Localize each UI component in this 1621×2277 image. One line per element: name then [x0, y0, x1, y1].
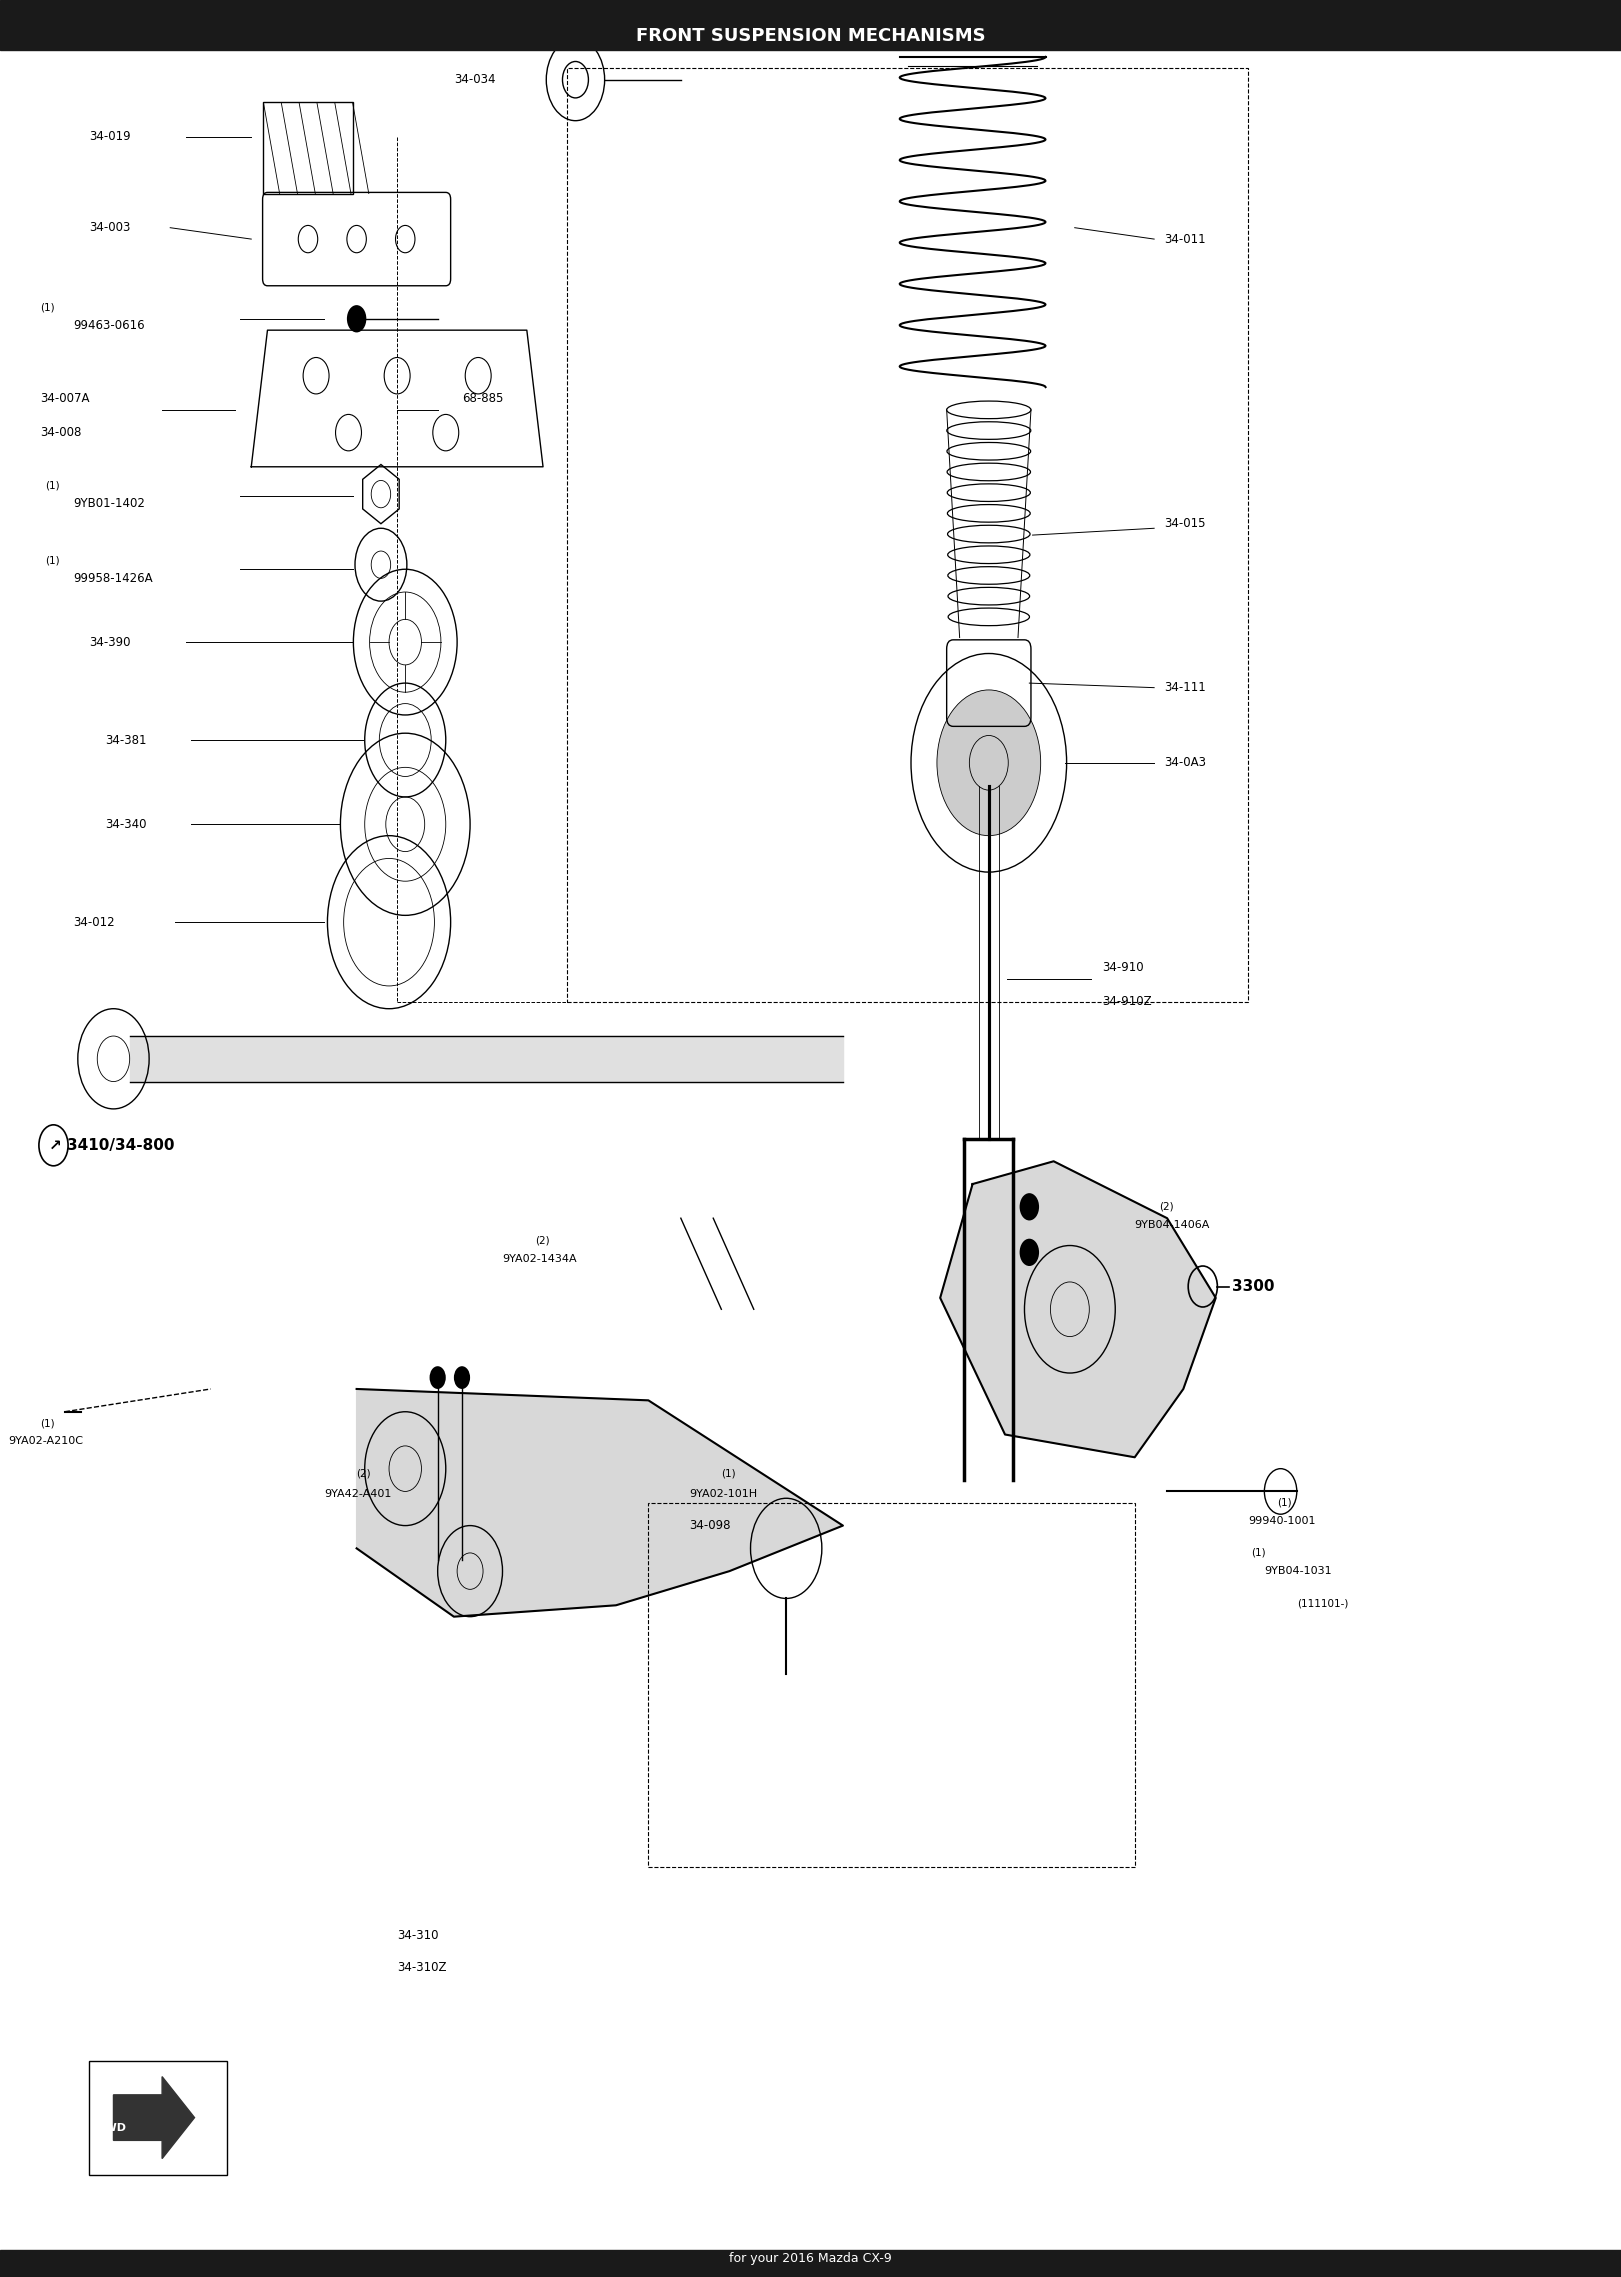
Text: 34-0A3: 34-0A3	[1164, 756, 1206, 770]
Text: 9YB04-1406A: 9YB04-1406A	[1135, 1220, 1209, 1230]
Polygon shape	[357, 1389, 843, 1617]
Bar	[263, 102, 352, 194]
Text: (2): (2)	[535, 1236, 550, 1246]
Bar	[0, 2250, 1621, 2277]
Text: 9YA02-1434A: 9YA02-1434A	[503, 1255, 577, 1264]
Text: 9YA02-A210C: 9YA02-A210C	[8, 1437, 83, 1446]
Text: 9YB01-1402: 9YB01-1402	[73, 496, 144, 510]
Circle shape	[1020, 1239, 1039, 1266]
Text: 34-012: 34-012	[73, 915, 115, 929]
Text: ↗ 3410/34-800: ↗ 3410/34-800	[49, 1138, 173, 1152]
Bar	[648, 1503, 1135, 1867]
Text: (1): (1)	[45, 556, 60, 565]
Text: 34-310: 34-310	[397, 1929, 439, 1942]
Text: 34-011: 34-011	[1164, 232, 1206, 246]
Circle shape	[454, 1366, 470, 1389]
Text: (1): (1)	[41, 1419, 55, 1428]
Text: for your 2016 Mazda CX-9: for your 2016 Mazda CX-9	[729, 2252, 892, 2266]
Text: 34-111: 34-111	[1164, 681, 1206, 694]
Text: 34-034: 34-034	[454, 73, 496, 87]
Text: FWD: FWD	[97, 2122, 126, 2134]
Text: 34-007A: 34-007A	[41, 392, 91, 405]
Text: FRONT SUSPENSION MECHANISMS: FRONT SUSPENSION MECHANISMS	[635, 27, 986, 46]
Text: 99463-0616: 99463-0616	[73, 319, 144, 332]
Text: 3300: 3300	[1232, 1280, 1274, 1293]
Text: 34-390: 34-390	[89, 635, 131, 649]
Bar	[89, 2061, 227, 2175]
Text: 9YB04-1031: 9YB04-1031	[1264, 1567, 1332, 1576]
Text: 34-340: 34-340	[105, 817, 148, 831]
Circle shape	[347, 305, 366, 332]
Text: 99940-1001: 99940-1001	[1248, 1516, 1316, 1526]
Circle shape	[1020, 1193, 1039, 1220]
Text: 34-008: 34-008	[41, 426, 83, 439]
Text: (1): (1)	[41, 303, 55, 312]
Bar	[567, 68, 1248, 1002]
Text: 9YA02-101H: 9YA02-101H	[689, 1489, 757, 1498]
Text: 34-381: 34-381	[105, 733, 148, 747]
Text: 99958-1426A: 99958-1426A	[73, 572, 152, 585]
Text: (1): (1)	[1251, 1548, 1266, 1557]
Polygon shape	[113, 2077, 195, 2159]
Text: (2): (2)	[1159, 1202, 1174, 1211]
Text: 34-003: 34-003	[89, 221, 131, 235]
Text: 34-310Z: 34-310Z	[397, 1960, 447, 1974]
Text: (1): (1)	[1277, 1498, 1292, 1507]
Text: (1): (1)	[721, 1469, 736, 1478]
Text: (111101-): (111101-)	[1297, 1598, 1349, 1608]
Text: (2): (2)	[357, 1469, 371, 1478]
Text: 68-885: 68-885	[462, 392, 504, 405]
Text: 34-019: 34-019	[89, 130, 131, 143]
Bar	[0, 0, 1621, 50]
Text: 34-910: 34-910	[1102, 961, 1144, 975]
Text: 34-910Z: 34-910Z	[1102, 995, 1153, 1009]
Text: 9YA42-A401: 9YA42-A401	[324, 1489, 392, 1498]
Circle shape	[430, 1366, 446, 1389]
Polygon shape	[940, 1161, 1216, 1457]
Text: 34-015: 34-015	[1164, 517, 1206, 531]
Circle shape	[937, 690, 1041, 836]
Text: (1): (1)	[45, 480, 60, 490]
Text: 34-098: 34-098	[689, 1519, 731, 1532]
